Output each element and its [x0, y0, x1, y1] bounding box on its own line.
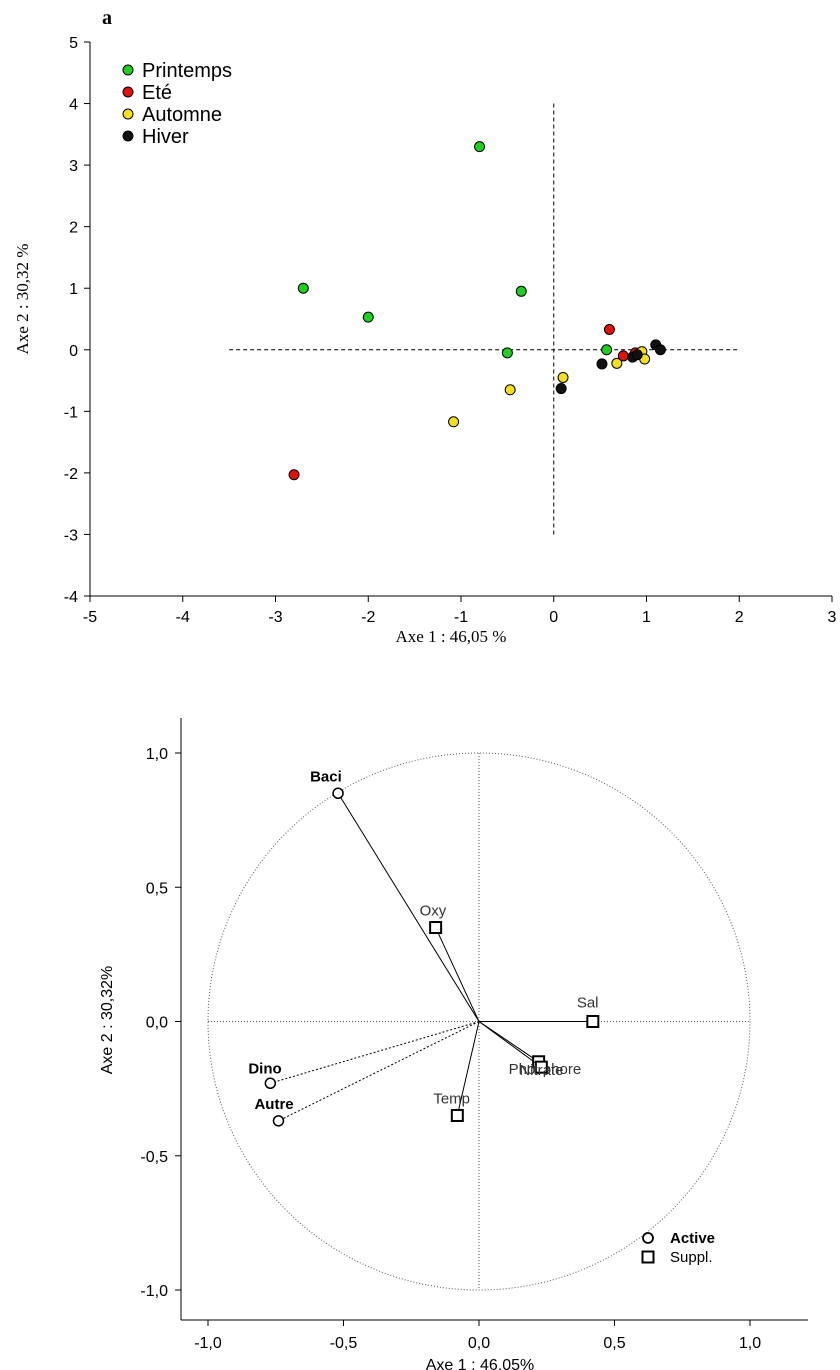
y-tick-label: -0,5 [140, 1149, 168, 1166]
point-printemps [515, 285, 527, 297]
point-printemps [501, 347, 513, 359]
marker-dino [264, 1077, 277, 1090]
marker-oxy [429, 921, 443, 935]
label-oxy: Oxy [420, 903, 447, 920]
legend-marker [122, 64, 134, 76]
point-hiver [654, 344, 666, 356]
scatter-plot-a: a -5 -4 -3 -2 -1 0 1 2 3 -4 -3 -2 -1 0 1 2 3 4 5 Axe 1 : 46,… [13, 7, 837, 646]
label-sal: Sal [577, 995, 599, 1012]
point-eté [288, 469, 300, 481]
point-automne [448, 416, 460, 428]
marker-sal [586, 1015, 600, 1028]
label-temp: Temp [433, 1090, 470, 1107]
marker-temp [450, 1108, 464, 1122]
label-nitrate: Nitrate [519, 1062, 563, 1079]
y-tick-label: 2 [69, 220, 78, 237]
panel-label: a [102, 7, 112, 29]
x-tick-label: -3 [268, 609, 282, 626]
vector-temp [456, 1021, 480, 1116]
legend-label: Hiver [142, 126, 189, 148]
legend-marker [122, 130, 134, 142]
x-tick-label: -5 [83, 609, 97, 626]
legend-label: Eté [142, 82, 172, 104]
y-tick-label: -4 [64, 589, 78, 606]
x-tick-label: 0,0 [468, 1335, 490, 1352]
vector-autre [278, 1021, 480, 1122]
legend-label-suppl: Suppl. [670, 1249, 713, 1266]
x-axis-label: Axe 1 : 46,05 % [396, 627, 507, 646]
point-printemps [601, 344, 613, 356]
y-axis-label: Axe 2 : 30,32% [99, 966, 116, 1075]
point-hiver [631, 349, 643, 361]
x-tick-label: 0 [549, 609, 558, 626]
x-axis-label: Axe 1 : 46,05% [426, 1357, 535, 1370]
point-hiver [596, 358, 608, 370]
legend-marker [122, 86, 134, 98]
vector-baci [337, 793, 480, 1022]
point-printemps [362, 311, 374, 323]
point-hiver [555, 383, 567, 395]
correlation-circle-plot: -1,0 -0,5 0,0 0,5 1,0 -1,0 -0,5 0,0 0,5 1,0 Axe 1 … [99, 718, 808, 1370]
y-tick-label: 3 [69, 158, 78, 175]
unit-circle [207, 752, 751, 1291]
vector-dino [270, 1021, 480, 1084]
point-eté [603, 323, 615, 335]
x-tick-label: -4 [176, 609, 190, 626]
legend-label: Automne [142, 104, 222, 126]
y-tick-label: 1,0 [146, 746, 168, 763]
y-tick-label: 4 [69, 97, 78, 114]
y-tick-label: 1 [69, 281, 78, 298]
marker-autre [272, 1115, 285, 1127]
x-tick-label: 2 [735, 609, 744, 626]
label-dino: Dino [248, 1060, 281, 1077]
x-tick-label: -0,5 [330, 1335, 358, 1352]
legend-marker-active [642, 1232, 654, 1244]
x-tick-label: 1 [642, 609, 651, 626]
marker-nitrate [534, 1060, 548, 1074]
y-tick-label: 0,5 [146, 880, 168, 897]
marker-baci [332, 787, 344, 800]
point-printemps [474, 141, 486, 153]
x-tick-label: -1 [454, 609, 468, 626]
point-automne [504, 384, 516, 396]
y-axis-label: Axe 2 : 30,32 % [13, 244, 32, 355]
legend-marker [122, 108, 134, 120]
label-baci: Baci [310, 768, 342, 785]
legend-label: Printemps [142, 60, 232, 82]
y-tick-label: -1 [64, 404, 78, 421]
vector-oxy [435, 927, 480, 1022]
x-tick-label: 0,5 [603, 1335, 625, 1352]
legend-label-active: Active [670, 1230, 715, 1247]
x-tick-label: -2 [361, 609, 375, 626]
point-printemps [297, 282, 309, 294]
y-tick-label: -1,0 [140, 1283, 168, 1300]
legend-marker-suppl [641, 1250, 655, 1264]
y-tick-label: 0,0 [146, 1015, 168, 1032]
x-tick-label: 1,0 [739, 1335, 761, 1352]
y-tick-label: -3 [64, 527, 78, 544]
point-automne [611, 357, 623, 369]
x-tick-label: 3 [828, 609, 837, 626]
point-automne [557, 371, 569, 383]
vector-nitrate [478, 1021, 542, 1068]
label-autre: Autre [254, 1096, 293, 1113]
y-tick-label: -2 [64, 466, 78, 483]
x-tick-label: -1,0 [194, 1335, 222, 1352]
y-tick-label: 5 [69, 35, 78, 52]
y-tick-label: 0 [69, 343, 78, 360]
